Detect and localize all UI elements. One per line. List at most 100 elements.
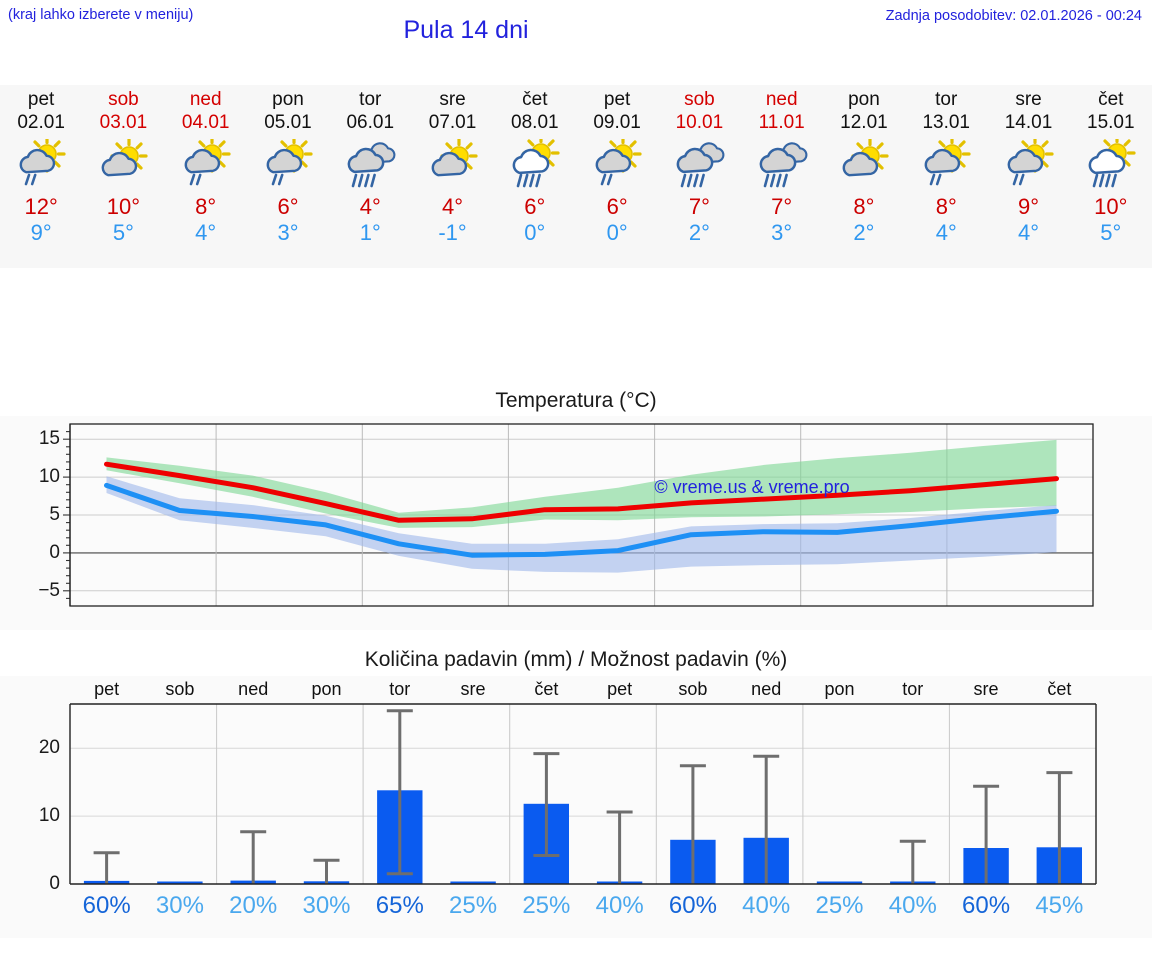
day-temp-max: 9° — [1017, 194, 1040, 219]
precipitation-probability-label: 25% — [815, 892, 864, 919]
forecast-day-column: pon 12.01 8° 2° — [823, 85, 905, 268]
day-date: 10.01 — [675, 112, 724, 133]
precipitation-probability-label: 30% — [155, 892, 204, 919]
day-name: ned — [765, 89, 798, 110]
forecast-day-column: sre 14.01 9° 4° — [987, 85, 1069, 268]
day-name: ned — [189, 89, 222, 110]
day-name: pon — [272, 89, 304, 110]
precipitation-error-bar — [753, 754, 780, 884]
precipitation-day-label: pon — [311, 679, 342, 699]
day-temp-max: 4° — [359, 194, 381, 219]
day-temp-min: 5° — [1100, 220, 1122, 245]
day-temp-min: -1° — [438, 220, 467, 245]
precipitation-probability-label: 40% — [888, 892, 937, 919]
day-temp-min: 1° — [359, 220, 381, 245]
temperature-y-tick-label: 5 — [49, 504, 60, 525]
precipitation-error-bar — [93, 851, 120, 884]
precipitation-y-tick-label: 0 — [49, 873, 60, 894]
forecast-day-column: čet 15.01 10° 5° — [1070, 85, 1152, 268]
day-temp-max: 6° — [524, 194, 546, 219]
precipitation-error-bar — [973, 784, 1000, 884]
forecast-day-column: pet 02.01 12° 9° — [0, 85, 82, 268]
precipitation-day-label: čet — [534, 679, 559, 699]
cloud-rain-icon — [671, 136, 727, 194]
temperature-plot — [63, 423, 1094, 607]
precipitation-error-bar — [606, 810, 633, 884]
precipitation-error-bar — [899, 839, 926, 884]
cloud-rain-icon — [754, 136, 810, 194]
last-update-text: Zadnja posodobitev: 02.01.2026 - 00:24 — [885, 8, 1142, 24]
forecast-day-column: tor 13.01 8° 4° — [905, 85, 987, 268]
precipitation-chart-title: Količina padavin (mm) / Možnost padavin … — [364, 648, 788, 671]
day-name: pet — [27, 89, 55, 110]
menu-hint-text: (kraj lahko izberete v meniju) — [8, 7, 194, 23]
day-date: 03.01 — [99, 112, 148, 133]
day-name: sre — [1015, 89, 1042, 110]
day-date: 14.01 — [1004, 112, 1053, 133]
day-name: sob — [684, 89, 715, 110]
precipitation-probability-label: 40% — [595, 892, 644, 919]
day-date: 07.01 — [428, 112, 477, 133]
precipitation-day-label: pet — [607, 679, 633, 699]
precipitation-probability-label: 45% — [1035, 892, 1084, 919]
day-temp-min: 0° — [606, 220, 628, 245]
day-temp-min: 3° — [277, 220, 299, 245]
day-date: 09.01 — [593, 112, 641, 133]
temperature-y-tick-label: 0 — [49, 541, 60, 563]
day-date: 15.01 — [1087, 112, 1135, 133]
precipitation-chart: 0 10 20 pet 60% sob 30% ned 20% pon 30% tor 65% sre 25… — [0, 676, 1152, 938]
precipitation-plot — [69, 703, 1097, 885]
precipitation-error-bar — [313, 858, 340, 884]
precipitation-probability-label: 60% — [668, 892, 717, 919]
precipitation-day-label: pet — [94, 679, 120, 699]
day-temp-max: 8° — [853, 194, 875, 219]
precipitation-probability-label: 30% — [302, 892, 351, 919]
day-date: 12.01 — [840, 112, 888, 133]
watermark: © vreme.us & vreme.pro — [654, 477, 850, 497]
sun-cloud-icon — [95, 136, 151, 194]
precipitation-probability-label: 25% — [449, 892, 498, 919]
page-title: Pula 14 dni — [403, 16, 529, 44]
day-temp-min: 9° — [30, 220, 52, 245]
precipitation-bar — [157, 881, 203, 884]
day-temp-min: 0° — [524, 220, 546, 245]
day-name: čet — [1098, 89, 1124, 110]
sun-cloud-icon — [836, 136, 892, 194]
day-date: 13.01 — [922, 112, 970, 133]
sun-cloud-rain-icon — [1083, 136, 1139, 194]
forecast-day-column: tor 06.01 4° 1° — [329, 85, 411, 268]
day-date: 11.01 — [758, 112, 805, 133]
day-temp-min: 4° — [195, 220, 217, 245]
temperature-chart-title: Temperatura (°C) — [495, 389, 657, 412]
day-name: čet — [522, 89, 548, 110]
day-temp-min: 2° — [853, 220, 875, 245]
day-temp-max: 4° — [442, 194, 464, 219]
precipitation-day-label: pon — [824, 679, 855, 699]
precipitation-bar — [450, 881, 496, 884]
day-temp-max: 7° — [688, 194, 710, 219]
forecast-day-column: ned 11.01 7° 3° — [741, 85, 823, 268]
day-name: tor — [935, 89, 958, 110]
cloud-rain-icon — [342, 136, 398, 194]
sun-cloud-rain-light-icon — [13, 136, 69, 194]
precipitation-error-bar — [679, 764, 706, 884]
forecast-day-column: ned 04.01 8° 4° — [165, 85, 247, 268]
day-name: pet — [603, 89, 631, 110]
day-name: tor — [359, 89, 382, 110]
sun-cloud-icon — [425, 136, 481, 194]
day-temp-min: 4° — [1017, 220, 1040, 245]
precipitation-error-bar — [1046, 771, 1073, 884]
precipitation-probability-label: 60% — [962, 892, 1011, 919]
day-temp-min: 4° — [935, 220, 957, 245]
precipitation-probability-label: 65% — [375, 892, 424, 919]
temp-min-band — [106, 476, 1057, 573]
day-temp-max: 8° — [935, 194, 957, 219]
precipitation-day-label: sob — [678, 679, 708, 699]
day-date: 05.01 — [264, 112, 312, 133]
precipitation-probability-label: 25% — [522, 892, 571, 919]
forecast-day-column: sob 03.01 10° 5° — [82, 85, 164, 268]
precipitation-day-label: sre — [973, 679, 999, 699]
day-name: pon — [848, 89, 880, 110]
precipitation-probability-label: 60% — [82, 892, 131, 919]
temperature-y-tick-label: 15 — [38, 428, 60, 450]
